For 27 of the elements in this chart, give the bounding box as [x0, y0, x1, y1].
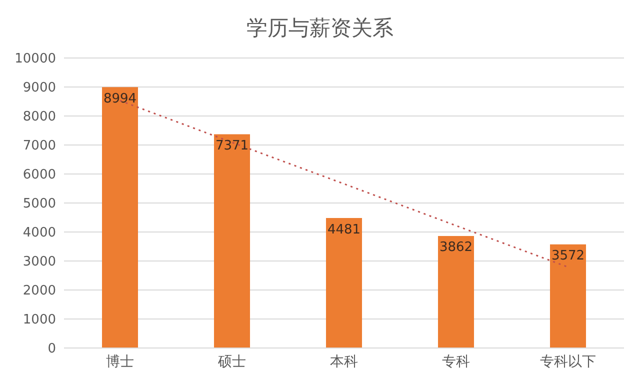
y-tick-label: 0	[48, 342, 56, 357]
bar	[214, 134, 250, 348]
chart-title: 学历与薪资关系	[246, 15, 394, 42]
y-tick-label: 2000	[22, 284, 56, 299]
y-tick-label: 5000	[22, 196, 56, 212]
x-tick-label: 专科	[442, 354, 470, 370]
y-tick-label: 7000	[22, 138, 56, 154]
x-tick-label: 专科以下	[540, 354, 596, 370]
data-label: 3862	[439, 240, 473, 256]
data-label: 3572	[551, 248, 585, 264]
y-tick-label: 10000	[14, 52, 56, 67]
bar	[438, 236, 474, 348]
data-label: 4481	[327, 222, 361, 238]
y-tick-label: 3000	[22, 254, 56, 270]
y-tick-label: 1000	[22, 312, 56, 328]
y-tick-label: 9000	[22, 80, 56, 96]
y-tick-label: 4000	[22, 226, 56, 241]
bar	[326, 218, 362, 348]
x-tick-label: 本科	[330, 354, 358, 370]
x-tick-label: 硕士	[217, 354, 246, 370]
bar	[550, 244, 586, 348]
y-tick-label: 6000	[22, 168, 56, 183]
y-tick-label: 8000	[22, 110, 56, 125]
bar	[102, 87, 138, 348]
data-label: 8994	[103, 91, 137, 106]
data-label: 7371	[215, 138, 249, 154]
x-tick-label: 博士	[106, 354, 134, 370]
